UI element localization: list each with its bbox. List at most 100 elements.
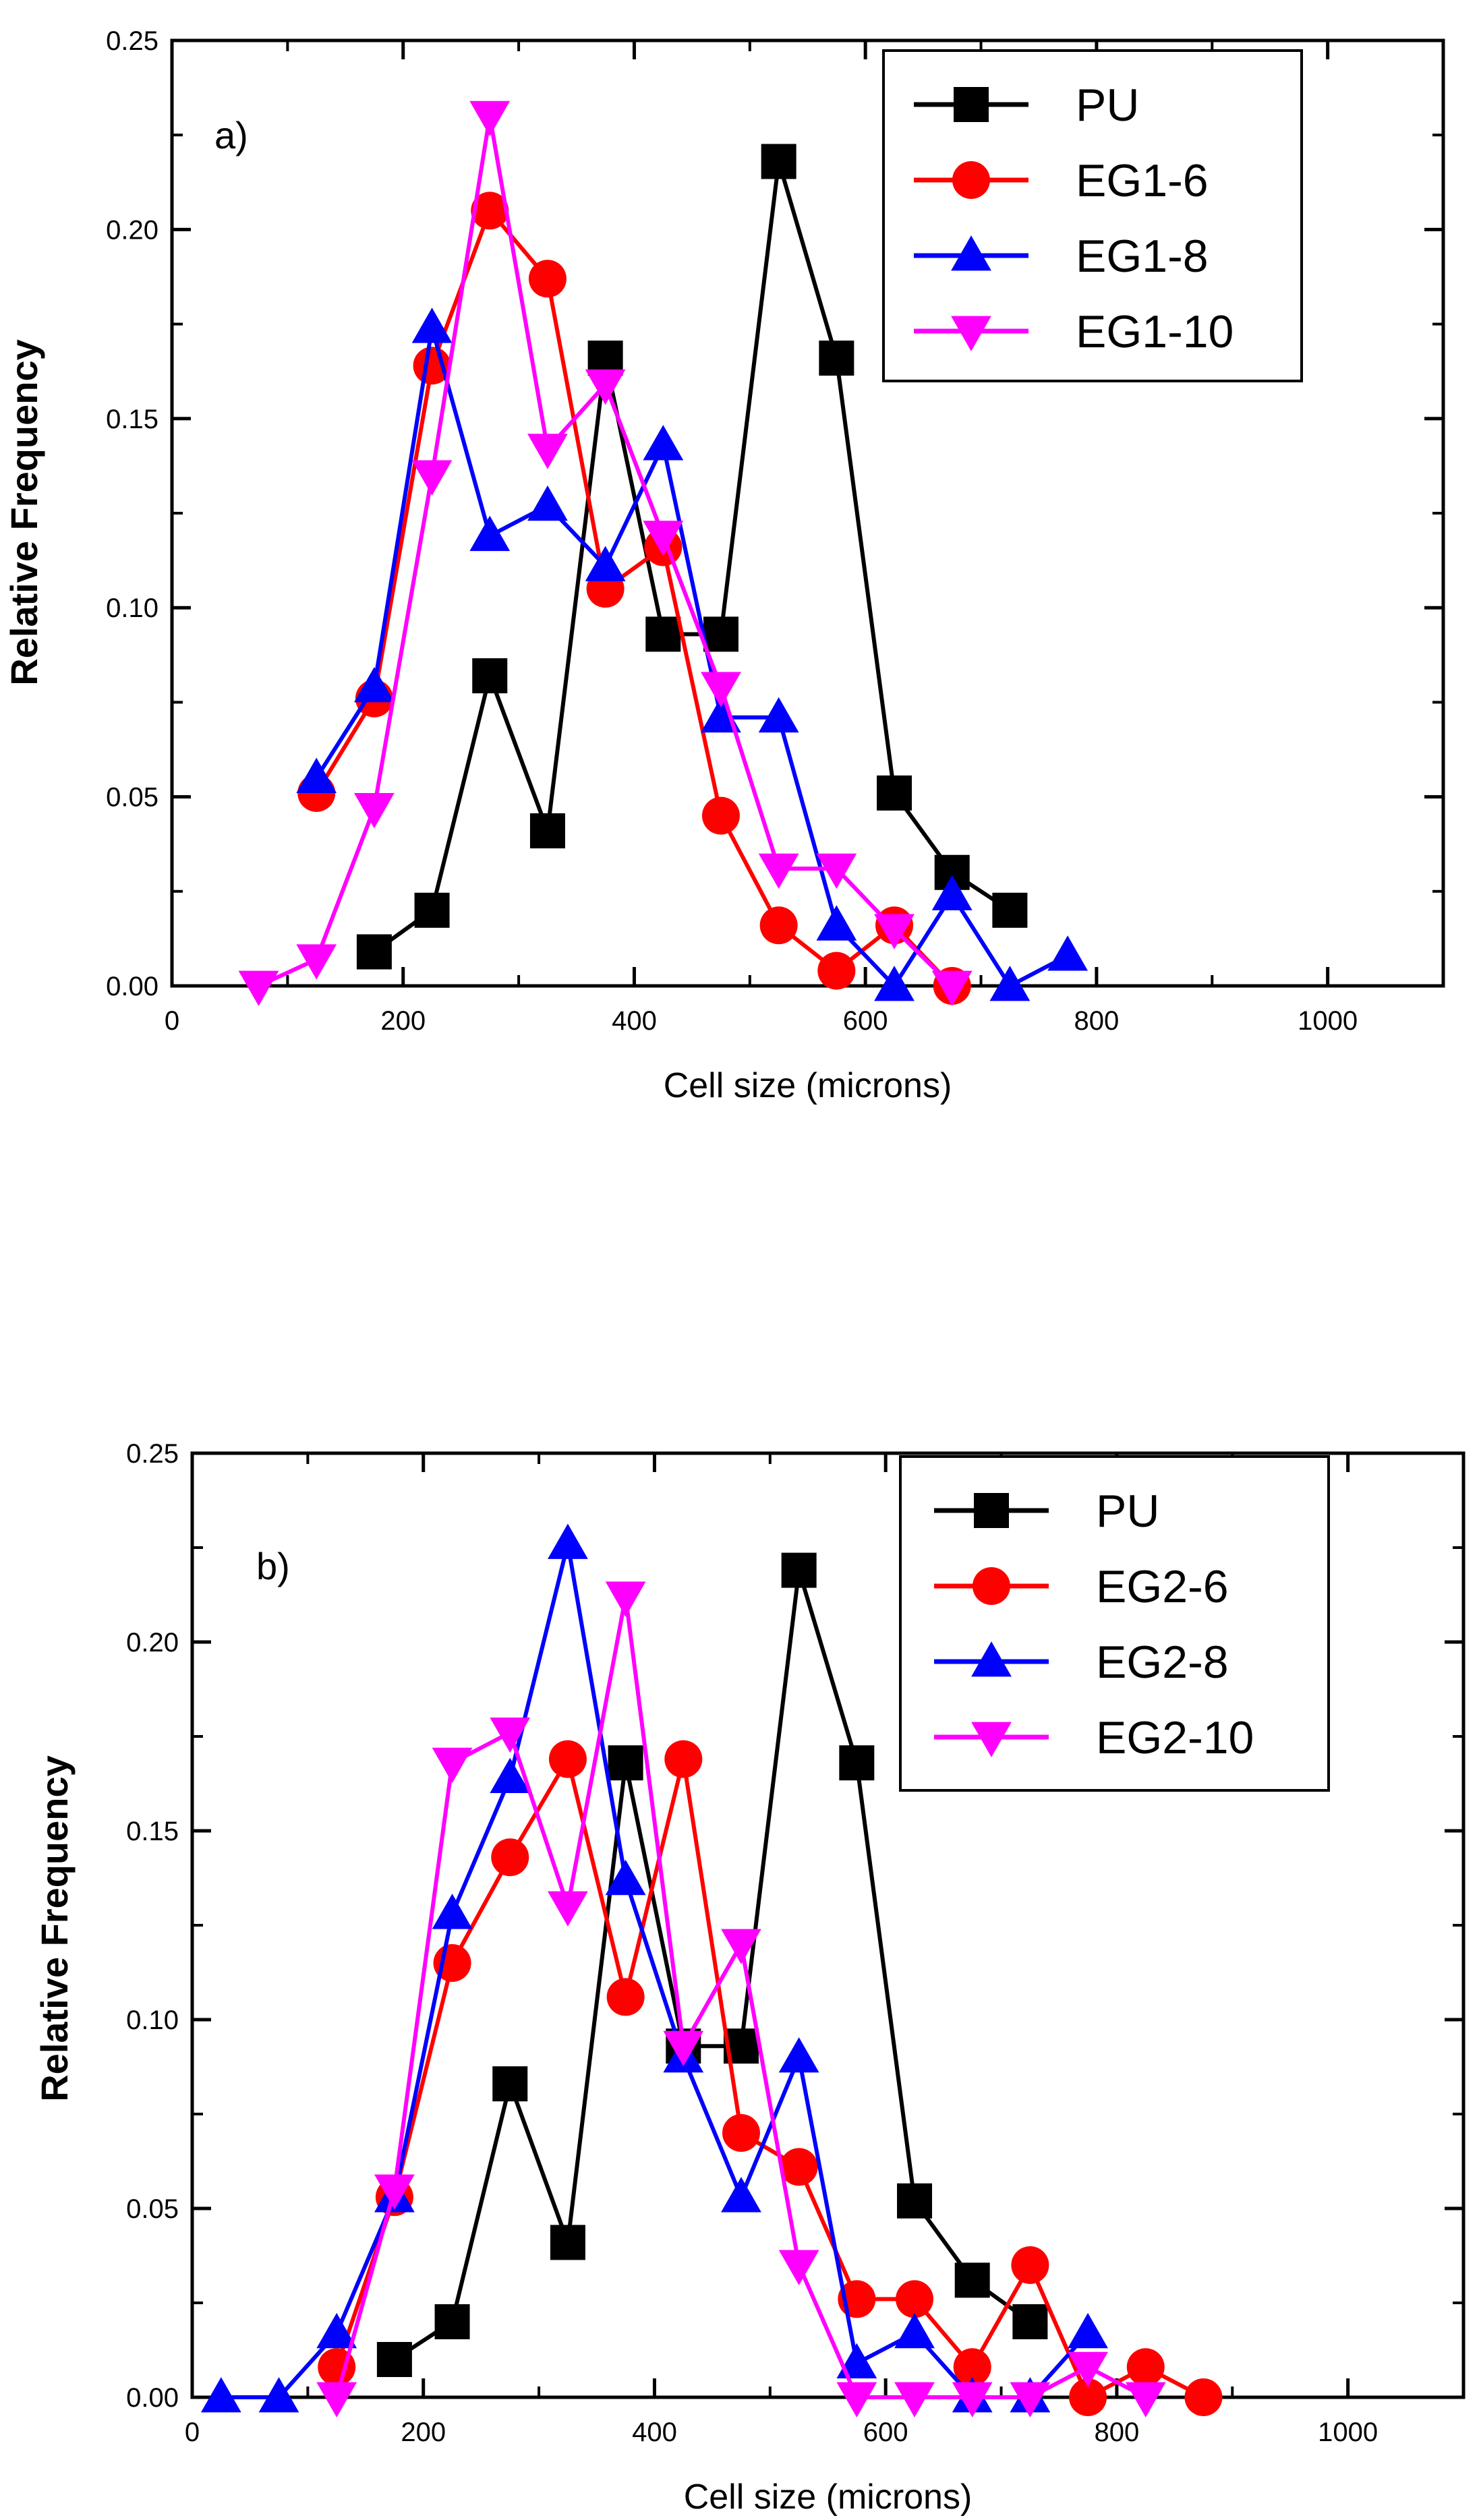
y-tick-label: 0.00 — [106, 972, 158, 1001]
legend-label: EG2-8 — [1096, 1637, 1229, 1688]
x-tick-label: 800 — [1095, 2418, 1140, 2447]
data-point — [874, 966, 915, 1001]
data-point — [238, 970, 279, 1006]
y-axis-title: Relative Frequency — [33, 1755, 76, 2102]
series-eg1-8 — [296, 307, 1088, 1001]
x-axis-title: Cell size (microns) — [684, 2478, 973, 2517]
data-point — [434, 2304, 470, 2339]
data-point — [954, 2262, 990, 2298]
data-point — [491, 1838, 529, 1877]
x-tick-label: 0 — [185, 2418, 200, 2447]
data-point — [645, 616, 681, 652]
data-point — [376, 2342, 412, 2377]
data-point — [816, 853, 857, 889]
data-point — [353, 792, 395, 829]
legend-label: PU — [1076, 80, 1139, 131]
data-point — [703, 616, 738, 652]
data-point — [952, 2382, 993, 2418]
data-point — [758, 697, 799, 733]
data-point — [414, 892, 450, 928]
data-point — [701, 796, 740, 835]
data-point — [490, 1757, 531, 1794]
y-tick-label: 0.00 — [126, 2383, 179, 2413]
y-tick-label: 0.20 — [106, 215, 158, 245]
data-point — [200, 2377, 241, 2413]
data-point — [356, 934, 392, 970]
data-point — [471, 192, 509, 230]
data-point — [992, 892, 1028, 928]
data-point — [1125, 2382, 1166, 2418]
series-line — [335, 1757, 1205, 2399]
data-point — [529, 813, 565, 849]
legend-label: EG1-8 — [1076, 231, 1209, 282]
legend-marker — [951, 316, 991, 351]
data-point — [1012, 2304, 1048, 2339]
data-point — [608, 1745, 643, 1781]
data-point — [643, 521, 684, 556]
data-point — [664, 1740, 703, 1778]
data-point — [721, 2177, 761, 2213]
data-point — [353, 667, 395, 703]
legend-marker — [954, 87, 989, 122]
data-point — [839, 1745, 875, 1781]
data-point — [472, 658, 508, 694]
data-point — [258, 2377, 299, 2413]
data-point — [778, 2250, 819, 2285]
data-point — [877, 775, 912, 811]
legend-marker — [973, 1567, 1010, 1605]
y-tick-label: 0.20 — [126, 1628, 179, 1658]
legend-marker — [952, 161, 990, 199]
legend-marker — [971, 1641, 1012, 1677]
y-tick-label: 0.15 — [126, 1817, 179, 1846]
y-axis-title: Relative Frequency — [3, 339, 45, 686]
x-tick-label: 600 — [863, 2418, 908, 2447]
data-point — [897, 2183, 933, 2219]
data-point — [605, 1859, 646, 1896]
data-point — [606, 1978, 645, 2016]
y-tick-label: 0.10 — [106, 593, 158, 623]
data-point — [296, 944, 337, 980]
legend-label: PU — [1096, 1486, 1159, 1537]
data-point — [528, 260, 567, 298]
series-line — [221, 1542, 1090, 2399]
data-point — [548, 1891, 588, 1927]
data-point — [931, 970, 973, 1006]
data-point — [432, 1894, 473, 1929]
data-point — [1011, 2246, 1049, 2284]
data-point — [780, 2148, 818, 2186]
data-point — [605, 1581, 646, 1617]
data-point — [778, 2037, 819, 2073]
data-point — [1184, 2378, 1223, 2416]
data-point — [316, 2312, 357, 2349]
y-tick-label: 0.25 — [126, 1439, 179, 1469]
panel-label: b) — [256, 1545, 290, 1587]
x-tick-label: 0 — [165, 1006, 179, 1036]
data-point — [585, 369, 626, 405]
data-point — [759, 906, 798, 945]
legend: PU EG1-6 EG1-8 EG1-10 — [882, 49, 1303, 382]
chart-panel-b: 0 200 400 600 800 1000 0.00 0.05 0.10 0.15 0.20 0.2… — [33, 1439, 1466, 2517]
data-point — [469, 515, 511, 552]
data-point — [411, 460, 453, 496]
y-tick-label: 0.25 — [106, 26, 158, 56]
data-point — [1068, 2351, 1108, 2388]
legend-label: EG2-6 — [1096, 1561, 1229, 1612]
y-tick-label: 0.05 — [106, 783, 158, 813]
data-point — [316, 2382, 357, 2418]
x-tick-label: 1000 — [1318, 2418, 1378, 2447]
data-point — [490, 1717, 531, 1753]
panel-label: a) — [214, 114, 248, 156]
series-eg1-10 — [238, 100, 973, 1006]
x-axis-title: Cell size (microns) — [664, 1066, 952, 1105]
x-tick-label: 800 — [1074, 1006, 1120, 1036]
x-tick-label: 1000 — [1298, 1006, 1358, 1036]
data-point — [1069, 2378, 1107, 2416]
data-point — [296, 757, 337, 793]
data-point — [894, 2382, 935, 2418]
data-point — [819, 341, 854, 376]
data-point — [781, 1552, 817, 1588]
legend-marker — [971, 1722, 1012, 1757]
data-point — [411, 307, 453, 343]
y-tick-label: 0.10 — [126, 2005, 179, 2035]
